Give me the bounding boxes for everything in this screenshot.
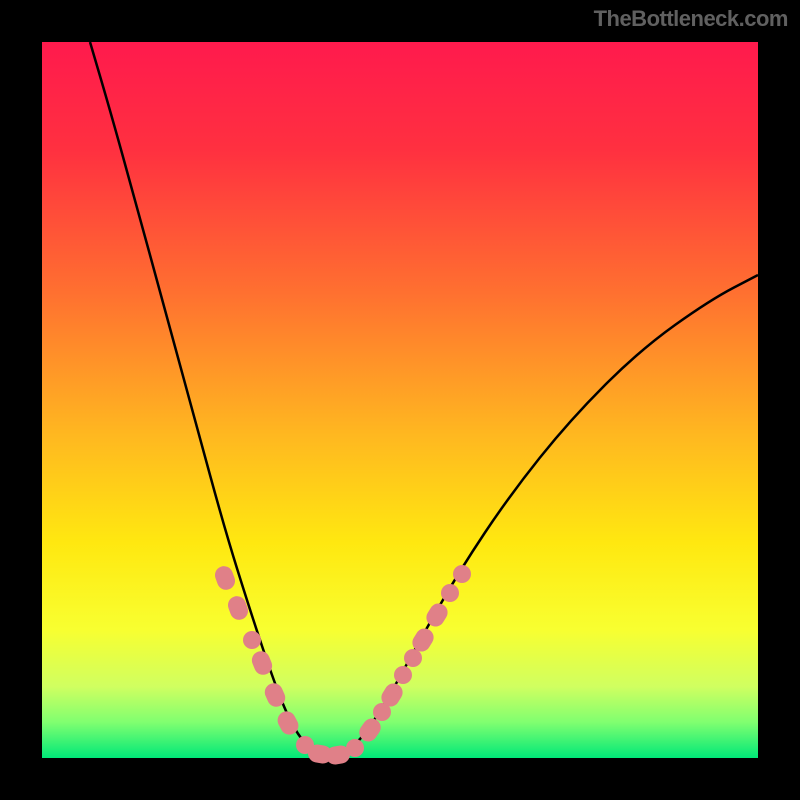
bottleneck-chart: TheBottleneck.com (0, 0, 800, 800)
chart-svg (0, 0, 800, 800)
watermark-text: TheBottleneck.com (594, 6, 788, 32)
